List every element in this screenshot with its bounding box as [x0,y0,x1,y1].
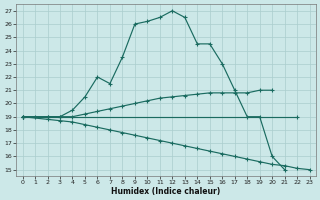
X-axis label: Humidex (Indice chaleur): Humidex (Indice chaleur) [111,187,221,196]
